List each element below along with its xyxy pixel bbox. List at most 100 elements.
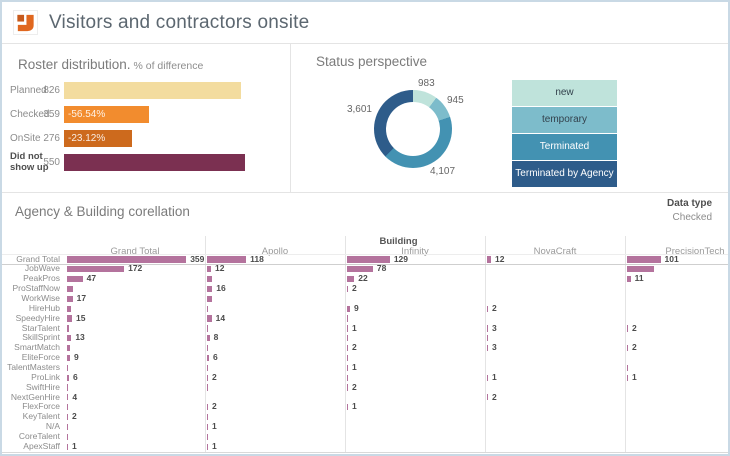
roster-bar[interactable] <box>64 82 241 99</box>
legend-item-temporary[interactable]: temporary <box>512 107 617 133</box>
agency-bar[interactable] <box>347 335 348 342</box>
agency-bar[interactable] <box>207 305 208 312</box>
bar-value-label: 12 <box>494 253 505 264</box>
legend-item-terminated-by-agency[interactable]: Terminated by Agency <box>512 161 617 187</box>
legend-item-terminated[interactable]: Terminated <box>512 134 617 160</box>
agency-bar[interactable] <box>207 433 208 440</box>
agency-bar[interactable] <box>347 325 348 332</box>
table-cell <box>65 383 205 393</box>
agency-bar[interactable] <box>347 315 348 322</box>
agency-bar[interactable] <box>347 384 348 391</box>
agency-bar[interactable] <box>347 404 348 411</box>
agency-bar[interactable] <box>207 413 208 421</box>
agency-bar[interactable] <box>207 423 208 431</box>
status-donut-chart[interactable] <box>374 90 452 168</box>
agency-bar[interactable] <box>207 285 213 293</box>
agency-bar[interactable] <box>67 364 69 371</box>
agency-bar[interactable] <box>207 384 208 391</box>
agency-bar[interactable] <box>347 345 348 352</box>
agency-bar[interactable] <box>67 315 72 322</box>
agency-bar[interactable] <box>627 325 628 332</box>
agency-bar[interactable] <box>487 374 488 381</box>
agency-bar[interactable] <box>67 305 71 312</box>
agency-bar[interactable] <box>207 345 208 352</box>
agency-bar[interactable] <box>627 374 628 381</box>
agency-bar[interactable] <box>487 345 488 352</box>
agency-bar[interactable] <box>207 335 210 342</box>
table-cell: 12 <box>205 264 345 274</box>
agency-bar[interactable] <box>347 285 348 293</box>
agency-bar[interactable] <box>67 404 68 411</box>
roster-bar[interactable]: -56.54% <box>64 106 149 123</box>
agency-bar[interactable] <box>67 394 69 401</box>
agency-label: PeakPros <box>23 273 60 284</box>
agency-bar[interactable] <box>67 295 73 302</box>
agency-bar[interactable] <box>67 384 68 391</box>
agency-bar[interactable] <box>207 295 213 302</box>
table-cell: 9 <box>345 303 485 314</box>
data-type-filter-value[interactable]: Checked <box>672 212 712 223</box>
agency-bar[interactable] <box>207 374 208 381</box>
table-cell: 2 <box>485 392 625 403</box>
agency-bar[interactable] <box>347 276 355 283</box>
agency-bar[interactable] <box>67 256 187 263</box>
agency-bar[interactable] <box>207 315 212 322</box>
bar-value-label: 1 <box>212 421 217 432</box>
table-cell <box>205 383 345 393</box>
agency-bar[interactable] <box>487 325 488 332</box>
table-cell: 2 <box>345 342 485 353</box>
agency-bar[interactable] <box>487 394 488 401</box>
bar-value-label: 22 <box>358 273 368 284</box>
agency-bar[interactable] <box>347 364 348 371</box>
building-axis-label: Building <box>379 236 418 247</box>
table-row: JobWave 172 12 78 <box>2 264 728 274</box>
agency-bar[interactable] <box>67 335 72 342</box>
bar-value-label: 129 <box>393 253 408 264</box>
agency-bar[interactable] <box>67 266 125 273</box>
agency-bar[interactable] <box>347 256 390 263</box>
agency-bar[interactable] <box>67 423 68 431</box>
agency-bar[interactable] <box>207 266 211 273</box>
agency-bar[interactable] <box>67 276 83 283</box>
agency-bar[interactable] <box>627 276 631 283</box>
column-divider <box>345 236 346 452</box>
agency-bar[interactable] <box>627 256 661 263</box>
table-cell: 1 <box>345 401 485 412</box>
agency-bar[interactable] <box>347 354 348 362</box>
agency-bar[interactable] <box>487 305 488 312</box>
legend-item-new[interactable]: new <box>512 80 617 106</box>
agency-bar[interactable] <box>207 325 208 332</box>
agency-bar[interactable] <box>67 345 70 352</box>
table-row: N/A 1 <box>2 421 728 432</box>
agency-bar[interactable] <box>347 374 348 381</box>
agency-bar[interactable] <box>207 276 212 283</box>
agency-bar[interactable] <box>487 335 488 342</box>
agency-bar[interactable] <box>627 345 628 352</box>
agency-bar[interactable] <box>207 354 209 362</box>
agency-bar[interactable] <box>67 433 68 440</box>
table-row: PeakPros 47 22 11 <box>2 273 728 284</box>
roster-bar[interactable] <box>64 154 245 171</box>
table-cell: 16 <box>205 283 345 294</box>
agency-bar[interactable] <box>67 354 70 362</box>
agency-bar[interactable] <box>627 266 655 273</box>
agency-bar[interactable] <box>347 305 350 312</box>
table-cell <box>205 294 345 304</box>
agency-bar[interactable] <box>207 364 208 371</box>
agency-bar[interactable] <box>67 325 69 332</box>
agency-bar[interactable] <box>347 266 373 273</box>
agency-label: SkillSprint <box>22 332 60 343</box>
agency-bar[interactable] <box>67 285 73 293</box>
agency-bar[interactable] <box>207 256 247 263</box>
table-row: WorkWise 17 <box>2 293 728 304</box>
agency-bar[interactable] <box>207 404 208 411</box>
table-cell <box>205 304 345 314</box>
roster-bar[interactable]: -23.12% <box>64 130 132 147</box>
agency-bar[interactable] <box>207 443 208 450</box>
agency-bar[interactable] <box>67 443 68 450</box>
bar-value-label: 1 <box>352 361 357 372</box>
agency-bar[interactable] <box>67 374 69 381</box>
agency-bar[interactable] <box>67 413 68 421</box>
agency-bar[interactable] <box>627 364 628 371</box>
agency-bar[interactable] <box>487 256 491 263</box>
